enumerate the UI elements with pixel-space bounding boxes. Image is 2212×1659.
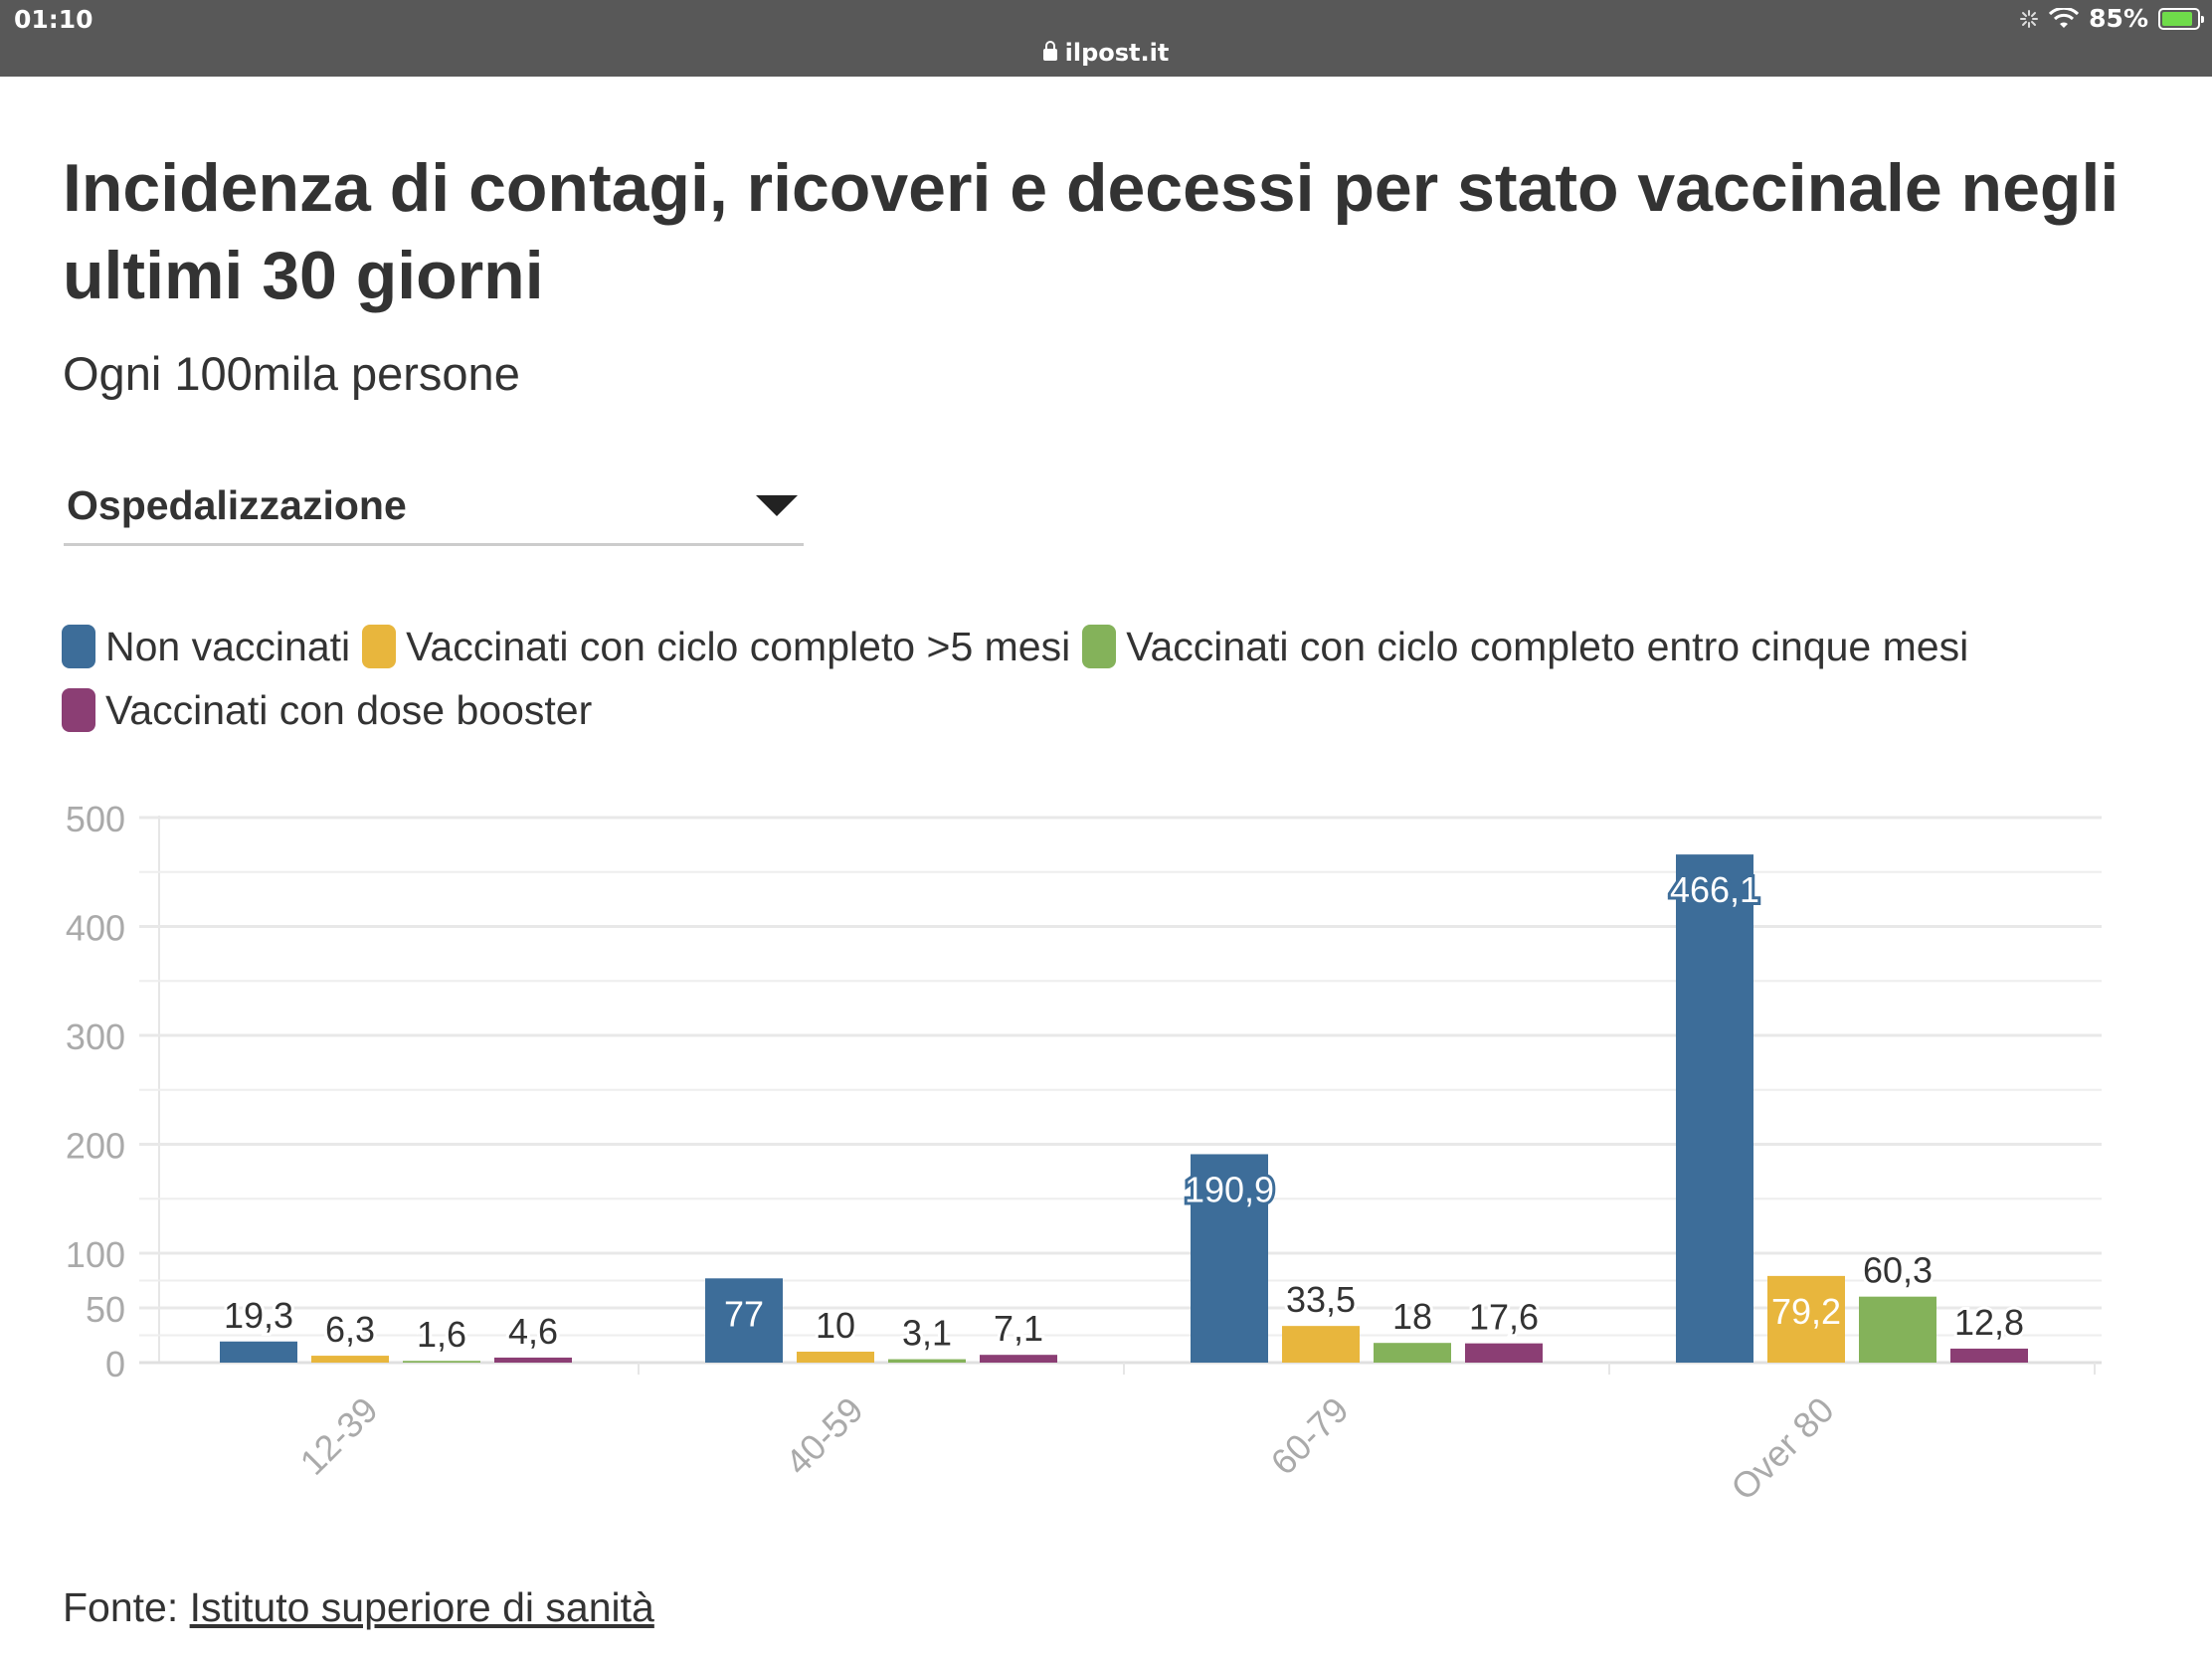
legend-swatch bbox=[1082, 625, 1117, 668]
source-prefix: Fonte: bbox=[63, 1584, 190, 1630]
data-label: 1,6 bbox=[417, 1314, 466, 1355]
bar bbox=[980, 1355, 1057, 1363]
status-indicators: 85% bbox=[2019, 4, 2204, 33]
chevron-down-icon[interactable] bbox=[756, 495, 798, 516]
data-label: 12,8 bbox=[1954, 1302, 2024, 1343]
legend-item-2: Vaccinati con ciclo completo entro cinqu… bbox=[1082, 623, 1968, 670]
bar bbox=[220, 1341, 297, 1363]
legend-label: Vaccinati con ciclo completo >5 mesi bbox=[406, 624, 1071, 669]
metric-dropdown-value: Ospedalizzazione bbox=[67, 482, 407, 528]
legend-swatch bbox=[62, 688, 95, 732]
data-label: 10 bbox=[816, 1305, 855, 1346]
legend-swatch bbox=[62, 625, 95, 668]
status-bar: 01:10 ilpost.it 85% bbox=[0, 0, 2212, 77]
bar bbox=[1465, 1343, 1543, 1363]
address-url: ilpost.it bbox=[1064, 39, 1170, 67]
bar bbox=[1950, 1348, 2028, 1363]
data-label: 77 bbox=[724, 1293, 764, 1334]
legend-item-3: Vaccinati con dose booster bbox=[62, 686, 592, 734]
chart-legend: Non vaccinati Vaccinati con ciclo complet… bbox=[62, 623, 2170, 734]
bar bbox=[494, 1357, 572, 1363]
data-label: 7,1 bbox=[994, 1308, 1043, 1349]
legend-label: Vaccinati con ciclo completo entro cinqu… bbox=[1126, 624, 1969, 669]
bar bbox=[1767, 1275, 1845, 1363]
y-tick-label: 0 bbox=[105, 1344, 125, 1384]
chart-title: Incidenza di contagi, ricoveri e decessi… bbox=[63, 150, 2120, 313]
data-label: 79,2 bbox=[1771, 1291, 1841, 1332]
data-label: 18 bbox=[1392, 1296, 1432, 1337]
x-tick-label: 40-59 bbox=[778, 1389, 871, 1483]
bar-chart: 0 50 100 200 300 400 500 19,3 6,3 1,6 4,6 12-39 77 10… bbox=[66, 799, 2102, 1509]
bar bbox=[1859, 1296, 1936, 1363]
data-label: 33,5 bbox=[1286, 1279, 1356, 1320]
bar bbox=[797, 1352, 874, 1363]
y-tick-label: 300 bbox=[66, 1016, 125, 1057]
x-tick-label: 12-39 bbox=[292, 1389, 386, 1483]
data-label: 17,6 bbox=[1469, 1297, 1539, 1338]
y-tick-label: 500 bbox=[66, 799, 125, 839]
y-tick-label: 200 bbox=[66, 1126, 125, 1167]
x-tick-label: 60-79 bbox=[1263, 1389, 1357, 1483]
legend-swatch bbox=[362, 625, 397, 668]
activity-spinner-icon bbox=[2020, 9, 2039, 28]
data-label: 60,3 bbox=[1863, 1250, 1933, 1291]
bar bbox=[1191, 1154, 1268, 1363]
battery-icon bbox=[2158, 7, 2204, 30]
lock-icon bbox=[1042, 41, 1057, 61]
bar bbox=[1282, 1326, 1360, 1363]
y-tick-label: 100 bbox=[66, 1234, 125, 1275]
bar bbox=[705, 1278, 783, 1363]
status-time: 01:10 bbox=[14, 5, 93, 34]
legend-item-1: Vaccinati con ciclo completo >5 mesi bbox=[362, 623, 1070, 670]
data-label: 19,3 bbox=[224, 1295, 293, 1336]
data-label: 190,9 bbox=[1185, 1169, 1274, 1209]
data-label: 4,6 bbox=[508, 1311, 558, 1352]
source-link[interactable]: Istituto superiore di sanità bbox=[189, 1584, 654, 1630]
y-tick-label: 400 bbox=[66, 908, 125, 949]
data-label: 6,3 bbox=[325, 1309, 375, 1350]
bar bbox=[1676, 854, 1753, 1363]
legend-label: Non vaccinati bbox=[105, 624, 351, 669]
x-tick-label: Over 80 bbox=[1723, 1389, 1842, 1509]
chart-subtitle: Ogni 100mila persone bbox=[63, 347, 520, 400]
y-tick-label: 50 bbox=[86, 1289, 125, 1330]
battery-percent: 85% bbox=[2089, 4, 2148, 33]
bar bbox=[888, 1359, 966, 1363]
address-bar[interactable]: ilpost.it bbox=[0, 39, 2212, 67]
metric-dropdown[interactable]: Ospedalizzazione bbox=[64, 472, 804, 546]
bar bbox=[1374, 1343, 1451, 1363]
legend-label: Vaccinati con dose booster bbox=[105, 687, 593, 733]
data-label: 466,1 bbox=[1670, 869, 1759, 910]
bar bbox=[403, 1361, 480, 1363]
legend-item-0: Non vaccinati bbox=[62, 623, 350, 670]
data-label: 3,1 bbox=[902, 1313, 952, 1354]
wifi-icon bbox=[2049, 7, 2080, 28]
bar bbox=[311, 1356, 389, 1363]
source-note: Fonte: Istituto superiore di sanità bbox=[63, 1584, 654, 1631]
